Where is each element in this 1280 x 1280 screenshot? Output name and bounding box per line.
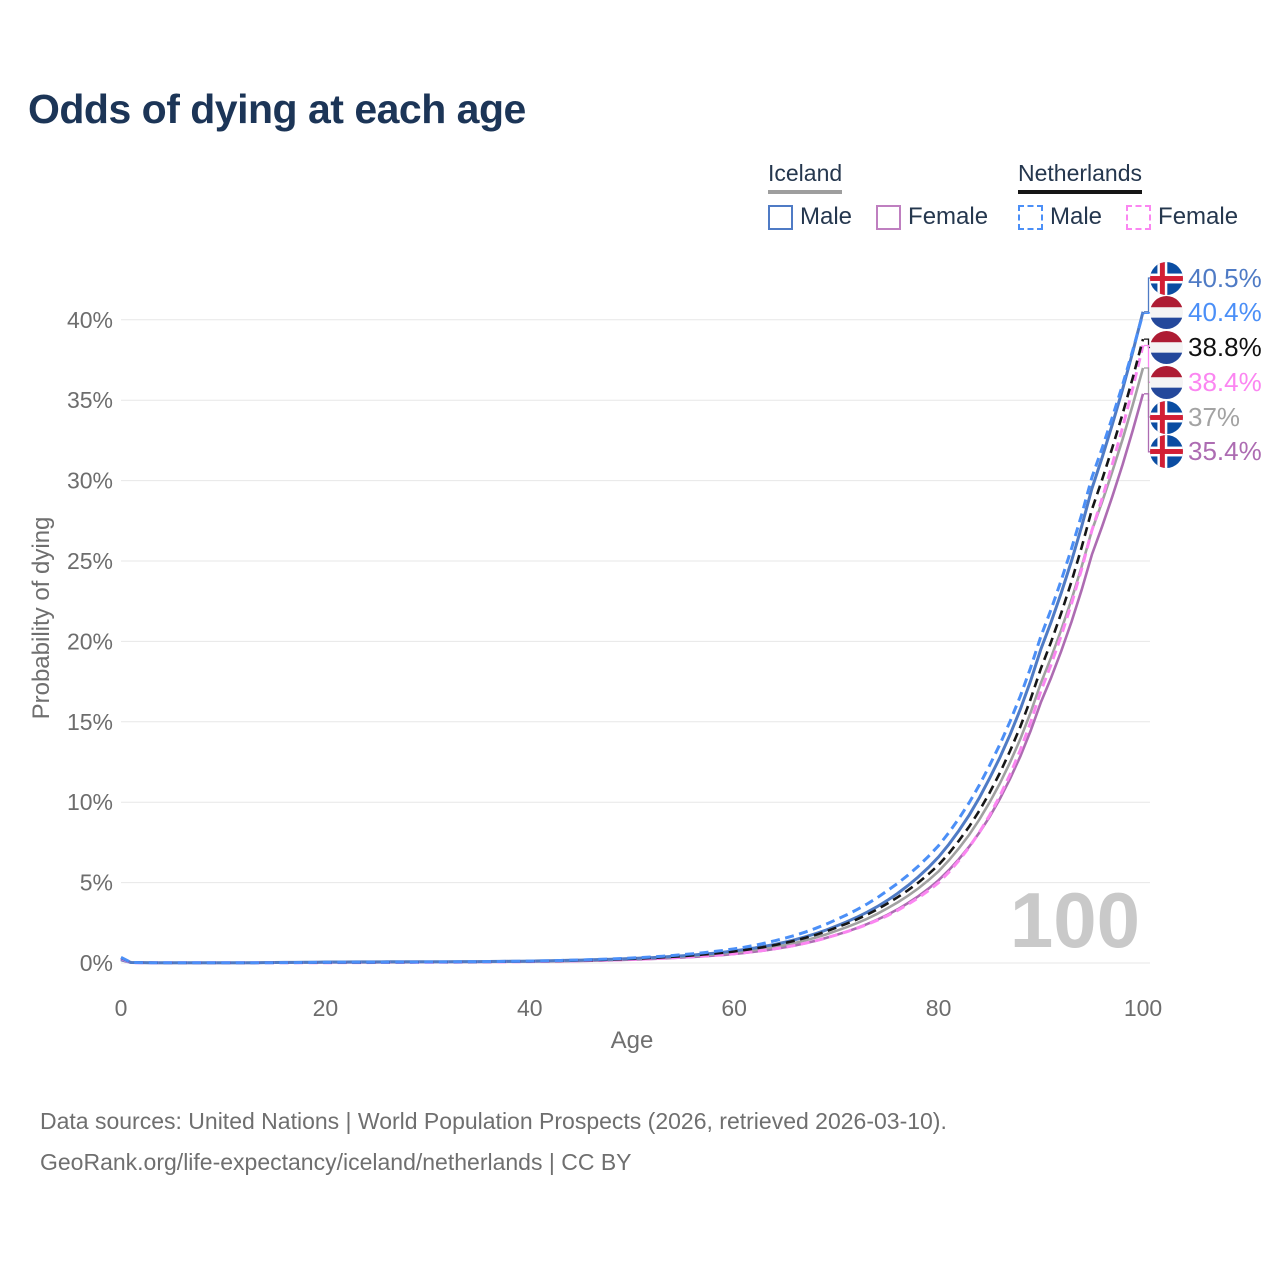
leader-line-iceland-female [1144, 393, 1151, 453]
x-axis-title: Age [610, 1027, 654, 1054]
x-tick-label: 100 [1124, 995, 1162, 1021]
y-tick-label: 30% [67, 468, 113, 494]
iceland-flag-icon [1150, 400, 1183, 434]
end-label-value: 40.5% [1188, 262, 1262, 293]
end-label-iceland-male: 40.5% [1150, 261, 1262, 295]
end-label-value: 38.4% [1188, 366, 1262, 397]
series-line-netherlands-all [120, 338, 1145, 965]
leader-line-iceland-male [1144, 277, 1151, 313]
y-tick-label: 0% [80, 950, 113, 976]
x-tick-label: 80 [926, 995, 952, 1021]
netherlands-flag-icon [1150, 331, 1183, 364]
leader-line-netherlands-female [1144, 344, 1151, 383]
legend-title-iceland: Iceland [768, 160, 843, 194]
iceland-flag-icon [1150, 435, 1183, 469]
watermark-age: 100 [1010, 876, 1140, 964]
legend-group-netherlands: Netherlands Male Female [1018, 160, 1238, 231]
netherlands-flag-icon [1150, 365, 1183, 399]
legend-item-label: Male [800, 203, 853, 230]
series-line-iceland-male [120, 311, 1145, 965]
iceland-female-swatch-icon [876, 204, 902, 230]
iceland-male-swatch-icon [768, 204, 793, 230]
legend-item-netherlands-female[interactable]: Female [1126, 203, 1238, 231]
x-tick-label: 40 [517, 995, 543, 1021]
y-tick-label: 10% [67, 789, 113, 815]
legend-item-label: Female [1158, 203, 1239, 230]
end-label-netherlands-male: 40.4% [1150, 296, 1262, 330]
legend-items-netherlands: Male Female [1018, 203, 1238, 231]
x-tick-label: 20 [313, 995, 339, 1021]
y-axis-title: Probability of dying [28, 516, 55, 720]
end-label-value: 37% [1188, 401, 1241, 432]
page-title: Odds of dying at each age [28, 86, 526, 132]
end-label-value: 40.4% [1188, 297, 1262, 328]
y-tick-label: 25% [67, 548, 113, 574]
footer-attribution: GeoRank.org/life-expectancy/iceland/neth… [40, 1149, 632, 1175]
end-label-value: 38.8% [1188, 332, 1262, 362]
legend-item-netherlands-male[interactable]: Male [1018, 203, 1102, 231]
x-tick-label: 0 [115, 995, 128, 1021]
legend-item-label: Female [908, 203, 989, 230]
legend-item-label: Male [1050, 203, 1103, 230]
leader-line-netherlands-male [1144, 312, 1151, 315]
legend-items-iceland: Male Female [768, 203, 988, 231]
end-label-iceland-all: 37% [1150, 400, 1240, 434]
y-tick-label: 40% [67, 307, 113, 333]
end-label-netherlands-female: 38.4% [1150, 365, 1262, 399]
netherlands-male-swatch-icon [1018, 204, 1043, 230]
iceland-flag-icon [1150, 261, 1183, 295]
footer-data-sources: Data sources: United Nations | World Pop… [40, 1108, 947, 1134]
leader-line-netherlands-all [1144, 338, 1151, 349]
legend-group-iceland: Iceland Male Female [768, 160, 988, 231]
y-tick-label: 5% [80, 870, 113, 896]
legend-item-iceland-female[interactable]: Female [876, 203, 988, 231]
x-tick-label: 60 [721, 995, 747, 1021]
leader-line-iceland-all [1144, 367, 1151, 418]
series-line-iceland-all [120, 367, 1145, 965]
series-line-iceland-female [120, 393, 1145, 965]
netherlands-female-swatch-icon [1126, 204, 1152, 230]
y-tick-label: 35% [67, 387, 113, 413]
end-label-iceland-female: 35.4% [1150, 435, 1262, 469]
end-label-netherlands-all: 38.8% [1150, 331, 1262, 365]
y-tick-label: 20% [67, 628, 113, 654]
netherlands-flag-icon [1150, 296, 1183, 330]
y-tick-label: 15% [67, 709, 113, 735]
legend-title-netherlands: Netherlands [1018, 160, 1143, 194]
chart-plot: 0% 5% 10% 15% 20% 25% 30% 35% 40% 0 20 40 60 80 100 100 [67, 277, 1162, 1021]
series-line-netherlands-female [120, 345, 1145, 965]
series-line-netherlands-male [120, 312, 1145, 965]
end-label-value: 35.4% [1188, 436, 1262, 467]
legend-item-iceland-male[interactable]: Male [768, 203, 852, 231]
